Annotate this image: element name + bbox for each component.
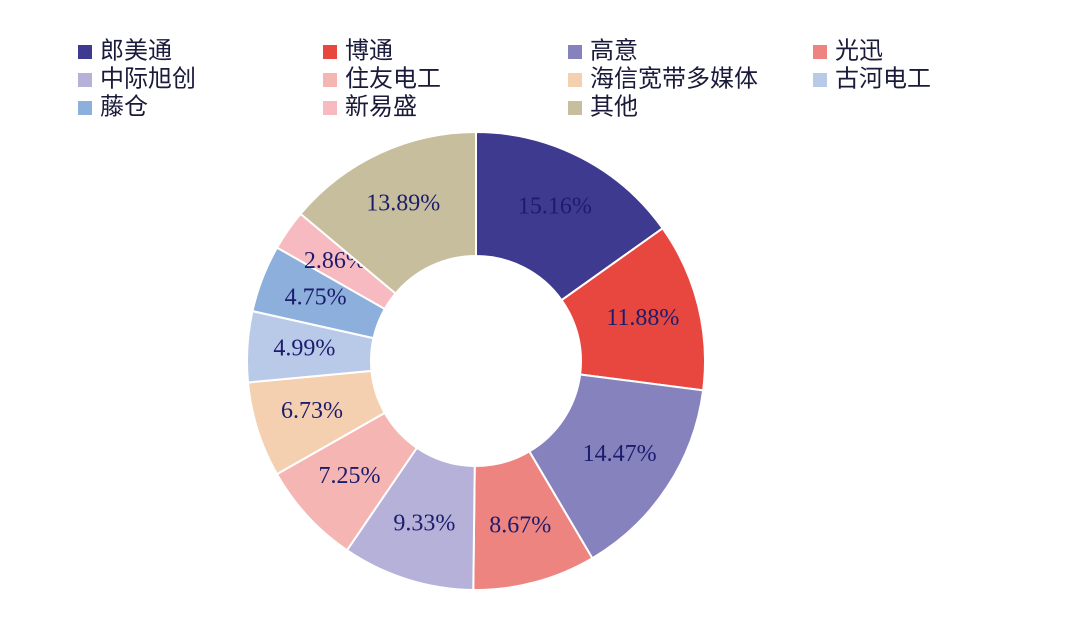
slice-label: 15.16% xyxy=(518,194,592,220)
legend-swatch xyxy=(323,45,337,59)
slice-label: 11.88% xyxy=(606,305,679,331)
legend-label: 博通 xyxy=(345,38,393,65)
legend-swatch xyxy=(568,101,582,115)
legend-label: 光迅 xyxy=(835,38,883,65)
slice-label: 6.73% xyxy=(281,398,343,424)
donut-slice xyxy=(527,373,705,560)
legend-swatch xyxy=(78,73,92,87)
legend-swatch xyxy=(568,45,582,59)
donut-slice xyxy=(475,130,665,302)
legend-swatch xyxy=(568,73,582,87)
legend-label: 其他 xyxy=(590,94,638,121)
slice-label: 7.25% xyxy=(319,463,381,489)
legend-swatch xyxy=(813,73,827,87)
legend-label: 郎美通 xyxy=(100,38,172,65)
legend-swatch xyxy=(323,73,337,87)
legend-label: 古河电工 xyxy=(835,66,931,93)
legend-swatch xyxy=(813,45,827,59)
legend-label: 住友电工 xyxy=(345,66,441,93)
legend-label: 高意 xyxy=(590,38,638,65)
slice-label: 4.75% xyxy=(285,284,347,310)
legend-label: 中际旭创 xyxy=(100,66,196,93)
legend-swatch xyxy=(78,101,92,115)
slice-label: 14.47% xyxy=(583,441,657,467)
slice-label: 8.67% xyxy=(489,513,551,539)
slice-label: 13.89% xyxy=(366,191,440,217)
legend-label: 新易盛 xyxy=(345,94,417,121)
legend-swatch xyxy=(323,101,337,115)
legend-label: 海信宽带多媒体 xyxy=(590,66,758,93)
slice-label: 9.33% xyxy=(393,511,455,537)
donut-slice xyxy=(299,130,477,295)
legend-swatch xyxy=(78,45,92,59)
legend-label: 藤仓 xyxy=(100,94,148,121)
slice-label: 4.99% xyxy=(273,336,335,362)
